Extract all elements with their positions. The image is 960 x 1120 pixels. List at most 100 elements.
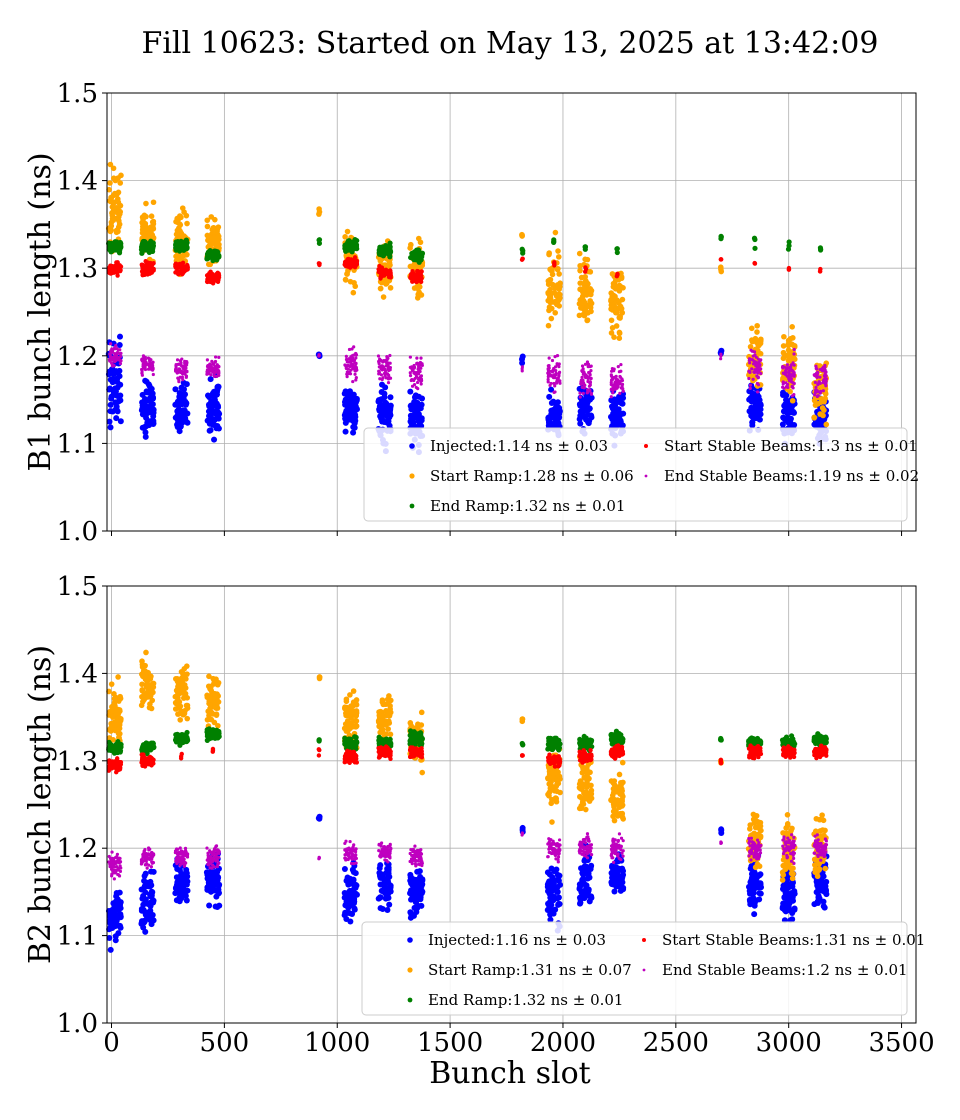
data-point — [108, 681, 115, 687]
data-point — [751, 377, 755, 381]
data-point — [179, 264, 184, 270]
data-point — [576, 250, 583, 257]
data-point — [213, 359, 218, 364]
data-point — [614, 382, 618, 386]
data-point — [784, 822, 791, 828]
data-point — [386, 356, 390, 360]
data-point — [718, 257, 724, 262]
data-point — [819, 389, 823, 394]
data-point — [115, 398, 122, 405]
data-point — [780, 349, 787, 356]
data-point — [820, 903, 827, 910]
data-point — [385, 708, 392, 714]
data-point — [578, 395, 582, 399]
data-point — [174, 362, 178, 367]
series-injected — [105, 333, 830, 456]
data-point — [718, 234, 724, 240]
data-point — [419, 382, 423, 386]
data-point — [215, 241, 221, 247]
data-point — [817, 828, 824, 834]
data-point — [581, 391, 585, 395]
data-point — [411, 904, 418, 911]
data-point — [549, 819, 555, 825]
data-point — [755, 381, 759, 386]
data-point — [173, 242, 179, 248]
data-point — [553, 365, 558, 369]
data-point — [418, 709, 425, 716]
data-point — [758, 363, 762, 367]
data-point — [609, 302, 615, 309]
data-point — [415, 235, 422, 242]
data-point — [519, 231, 525, 238]
data-point — [107, 946, 114, 953]
y-tick-label: 1.3 — [57, 254, 98, 284]
data-point — [352, 283, 359, 290]
data-point — [343, 263, 349, 269]
data-point — [345, 360, 349, 364]
b1-panel: 1.01.11.21.31.41.5B1 bunch length (ns) In… — [23, 79, 919, 547]
data-point — [106, 186, 112, 193]
data-point — [214, 402, 221, 409]
data-point — [784, 898, 791, 905]
data-point — [757, 890, 764, 897]
legend-marker — [409, 443, 415, 449]
data-point — [176, 422, 183, 429]
data-point — [584, 375, 588, 379]
data-point — [620, 410, 627, 417]
data-point — [113, 405, 120, 412]
data-point — [386, 362, 390, 366]
data-point — [148, 673, 154, 680]
data-point — [378, 276, 383, 281]
data-point — [344, 271, 350, 277]
data-point — [748, 325, 755, 332]
data-point — [759, 367, 763, 371]
data-point — [182, 887, 189, 894]
data-point — [589, 364, 593, 368]
data-point — [316, 237, 322, 243]
data-point — [110, 900, 117, 907]
data-point — [343, 696, 350, 703]
data-point — [109, 376, 116, 383]
data-point — [519, 246, 525, 252]
data-point — [718, 268, 725, 275]
data-point — [550, 358, 555, 363]
data-point — [206, 902, 213, 909]
data-point — [821, 407, 827, 413]
data-point — [791, 369, 795, 374]
data-point — [112, 355, 116, 359]
data-point — [577, 262, 583, 269]
data-point — [783, 884, 790, 891]
data-point — [377, 372, 381, 376]
data-point — [812, 373, 816, 377]
data-point — [614, 374, 618, 378]
data-point — [750, 367, 754, 371]
data-point — [783, 392, 790, 399]
data-point — [754, 329, 760, 335]
data-point — [792, 363, 796, 367]
data-point — [617, 303, 624, 310]
data-point — [546, 393, 553, 400]
data-point — [610, 808, 617, 815]
data-point — [350, 429, 357, 436]
data-point — [144, 694, 151, 700]
data-point — [785, 363, 789, 367]
data-point — [620, 779, 626, 786]
data-point — [545, 281, 552, 288]
data-point — [752, 261, 758, 266]
data-point — [621, 389, 625, 393]
data-point — [178, 238, 184, 244]
data-point — [545, 290, 552, 297]
data-point — [583, 882, 590, 889]
data-point — [377, 361, 381, 366]
data-point — [184, 265, 189, 270]
y-tick-label: 1.5 — [57, 79, 98, 109]
data-point — [577, 267, 583, 274]
data-point — [118, 172, 124, 179]
data-point — [615, 271, 620, 277]
data-point — [141, 395, 148, 402]
data-point — [211, 436, 218, 443]
data-point — [184, 374, 189, 378]
data-point — [419, 356, 423, 360]
data-point — [616, 314, 623, 321]
